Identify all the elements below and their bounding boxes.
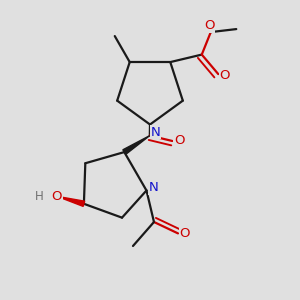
Text: H: H [34, 190, 43, 203]
Text: O: O [204, 19, 214, 32]
Text: O: O [179, 227, 190, 240]
Text: O: O [174, 134, 184, 148]
Text: O: O [220, 69, 230, 82]
Text: N: N [151, 125, 160, 139]
Text: N: N [149, 181, 159, 194]
Polygon shape [123, 136, 150, 154]
Text: O: O [52, 190, 62, 203]
Polygon shape [57, 196, 85, 206]
